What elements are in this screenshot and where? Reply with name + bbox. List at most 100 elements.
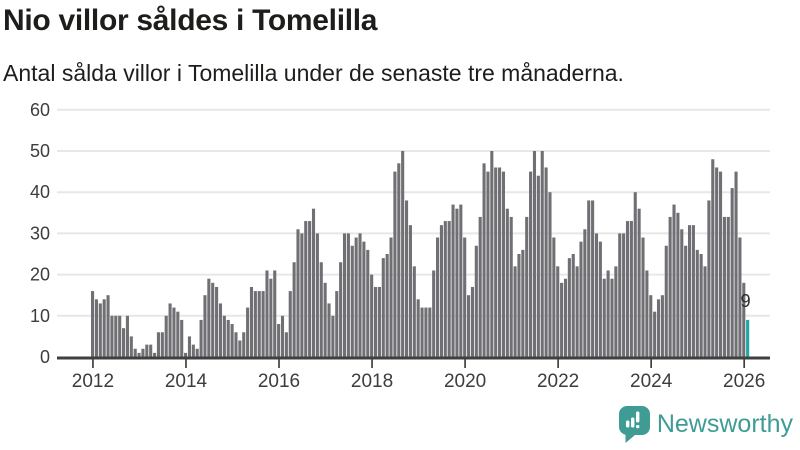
bar (385, 254, 389, 357)
bar (94, 299, 98, 357)
bar (304, 221, 308, 357)
bar (622, 233, 626, 357)
bar (738, 237, 742, 357)
bar (226, 319, 230, 357)
bar (176, 311, 180, 357)
bar (579, 241, 583, 357)
bar (672, 204, 676, 357)
bar (726, 216, 730, 357)
bar (509, 216, 513, 357)
brand-name: Newsworthy (656, 410, 793, 438)
bar (242, 332, 246, 357)
bar (292, 262, 296, 357)
bar (602, 278, 606, 357)
bar (443, 221, 447, 357)
y-axis-label-60: 60 (30, 100, 50, 120)
bar (187, 336, 192, 357)
bar (261, 291, 265, 357)
bar (606, 270, 610, 357)
bar (366, 249, 370, 357)
bar (467, 295, 471, 357)
bar (583, 229, 587, 357)
bar (203, 295, 207, 357)
bar (525, 216, 529, 357)
bar (412, 266, 416, 357)
bar (199, 319, 203, 357)
bar (420, 307, 424, 357)
logo-bar-1 (625, 420, 630, 428)
bar (404, 200, 409, 357)
bar (373, 286, 378, 357)
bar (393, 171, 397, 357)
bar (575, 266, 579, 357)
bar (300, 233, 304, 357)
bar (246, 307, 250, 357)
bar (548, 192, 552, 357)
y-axis-label-20: 20 (30, 265, 50, 285)
bar (540, 151, 544, 357)
bar (494, 167, 498, 357)
bar (455, 208, 459, 357)
bar (474, 245, 478, 357)
bar (436, 237, 440, 357)
bar (513, 266, 517, 357)
bar (614, 266, 618, 357)
bar (432, 270, 436, 357)
bar (284, 332, 288, 357)
bar (521, 249, 525, 357)
bar (335, 291, 339, 357)
bar (358, 233, 362, 357)
bar (463, 237, 467, 357)
bar (273, 270, 277, 357)
bar (532, 151, 537, 357)
x-axis-label-2014: 2014 (165, 371, 208, 392)
x-axis-label-2018: 2018 (351, 371, 393, 392)
bar (645, 270, 649, 357)
bar (598, 241, 602, 357)
bar (610, 278, 614, 357)
bar (408, 225, 412, 357)
bar (560, 282, 564, 357)
newsworthy-logo-icon (618, 406, 650, 443)
bar (707, 200, 711, 357)
bar (218, 303, 223, 357)
bar (629, 221, 633, 357)
bar (230, 324, 234, 357)
bar (447, 221, 451, 357)
x-axis-label-2016: 2016 (258, 371, 300, 392)
bar (133, 348, 137, 357)
chart-subtitle: Antal sålda villor i Tomelilla under de … (3, 60, 624, 86)
x-axis-label-2012: 2012 (72, 371, 114, 392)
x-axis-label-2026: 2026 (723, 371, 765, 392)
brand-footer: Newsworthy (618, 406, 793, 443)
bar (280, 315, 285, 357)
bar (711, 159, 715, 357)
bar (742, 282, 746, 357)
bar (587, 200, 591, 357)
bar (703, 266, 707, 357)
bar (505, 208, 509, 357)
bar (490, 151, 494, 357)
bar (544, 167, 548, 357)
bar (249, 286, 254, 357)
bar (451, 204, 455, 357)
bar (137, 352, 141, 357)
bar (377, 286, 381, 357)
x-axis-label-2020: 2020 (444, 371, 486, 392)
bar (594, 233, 599, 357)
bar (625, 221, 630, 357)
bar (680, 229, 684, 357)
bar (184, 352, 188, 357)
bar (327, 303, 331, 357)
logo-exclamation-stem (635, 411, 640, 423)
x-axis-label-2024: 2024 (630, 371, 673, 392)
bar (346, 233, 350, 357)
bar (211, 282, 215, 357)
bar (660, 295, 664, 357)
bar (195, 348, 199, 357)
bar (265, 270, 269, 357)
bar (459, 204, 463, 357)
bar (149, 344, 153, 357)
